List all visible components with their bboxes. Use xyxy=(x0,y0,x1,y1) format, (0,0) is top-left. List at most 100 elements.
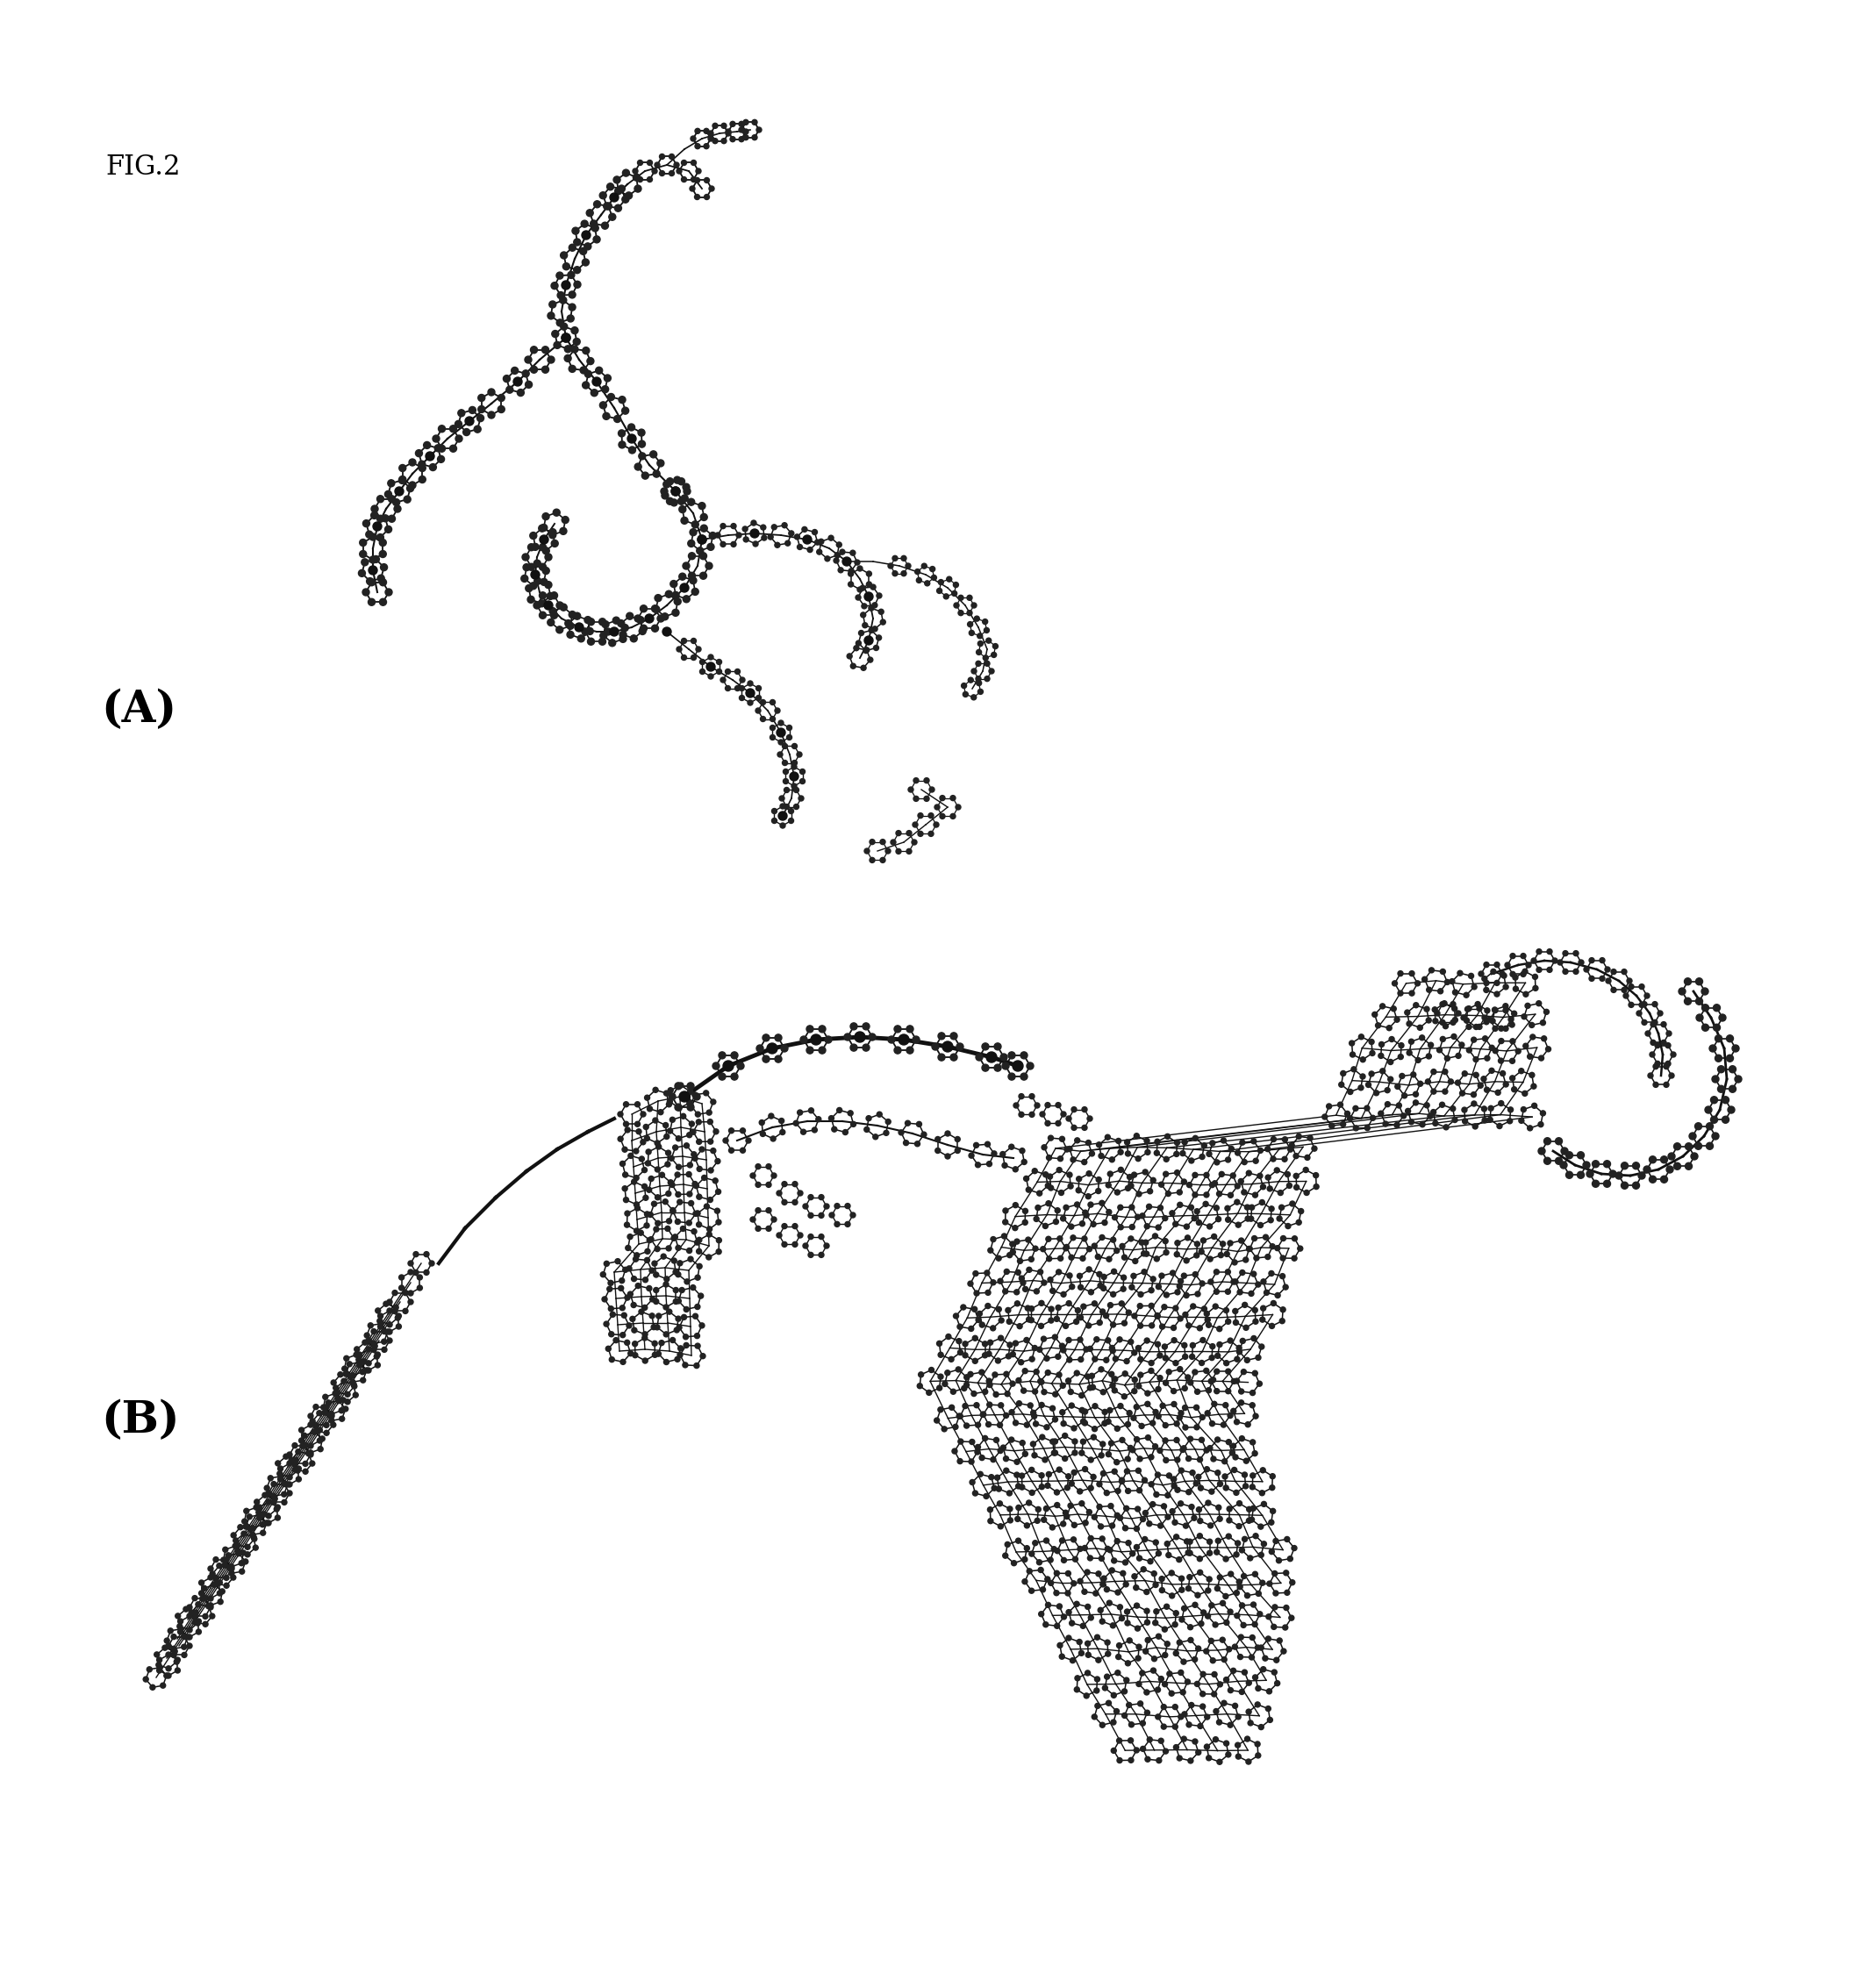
Circle shape xyxy=(829,535,833,541)
Circle shape xyxy=(409,460,416,466)
Circle shape xyxy=(1159,1403,1165,1408)
Circle shape xyxy=(1236,1345,1242,1351)
Circle shape xyxy=(1206,1387,1212,1393)
Circle shape xyxy=(1182,1139,1188,1145)
Circle shape xyxy=(638,1309,643,1313)
Circle shape xyxy=(497,394,505,402)
Circle shape xyxy=(792,1181,797,1187)
Circle shape xyxy=(1482,1036,1488,1042)
Circle shape xyxy=(1045,1183,1051,1189)
Circle shape xyxy=(831,1127,837,1131)
Circle shape xyxy=(1266,1688,1272,1694)
Circle shape xyxy=(1163,1381,1169,1385)
Circle shape xyxy=(1272,1605,1278,1611)
Circle shape xyxy=(1208,1603,1214,1609)
Circle shape xyxy=(281,1482,287,1486)
Circle shape xyxy=(1118,1224,1124,1230)
Circle shape xyxy=(178,1628,184,1634)
Circle shape xyxy=(1431,1070,1437,1074)
Circle shape xyxy=(1216,1436,1219,1442)
Circle shape xyxy=(1105,1135,1111,1139)
Circle shape xyxy=(1056,1373,1062,1377)
Circle shape xyxy=(1096,1704,1099,1708)
Circle shape xyxy=(962,691,968,697)
Circle shape xyxy=(1184,1294,1189,1298)
Circle shape xyxy=(1103,1313,1109,1319)
Circle shape xyxy=(1022,1452,1028,1456)
Circle shape xyxy=(1270,1137,1276,1141)
Circle shape xyxy=(1711,1115,1718,1123)
Circle shape xyxy=(240,1551,246,1555)
Circle shape xyxy=(1118,1302,1124,1305)
Circle shape xyxy=(328,1418,334,1422)
Circle shape xyxy=(750,1173,756,1179)
Circle shape xyxy=(1066,1302,1071,1305)
Circle shape xyxy=(1036,1508,1041,1512)
Circle shape xyxy=(996,1307,1002,1311)
Circle shape xyxy=(717,660,722,664)
Circle shape xyxy=(223,1547,229,1553)
Circle shape xyxy=(762,1056,769,1062)
Circle shape xyxy=(1388,1036,1394,1042)
Circle shape xyxy=(375,1351,381,1357)
Circle shape xyxy=(869,606,874,610)
Circle shape xyxy=(704,143,709,149)
Circle shape xyxy=(1589,977,1595,981)
Circle shape xyxy=(1206,1151,1212,1157)
Circle shape xyxy=(1004,1371,1009,1377)
Circle shape xyxy=(769,1113,773,1119)
Circle shape xyxy=(1523,1044,1529,1048)
Circle shape xyxy=(353,1393,358,1399)
Circle shape xyxy=(600,632,608,640)
Circle shape xyxy=(1144,1252,1150,1256)
Circle shape xyxy=(313,1422,319,1428)
Circle shape xyxy=(1261,1581,1264,1585)
Circle shape xyxy=(987,1422,991,1426)
Circle shape xyxy=(424,1270,430,1276)
Circle shape xyxy=(1156,1341,1161,1347)
Circle shape xyxy=(897,848,900,854)
Circle shape xyxy=(1206,1224,1212,1228)
Circle shape xyxy=(330,1381,336,1385)
Circle shape xyxy=(1204,1714,1210,1720)
Circle shape xyxy=(373,1353,379,1359)
Circle shape xyxy=(1021,1440,1024,1446)
Circle shape xyxy=(865,848,870,854)
Circle shape xyxy=(1165,1541,1171,1547)
Circle shape xyxy=(1461,1107,1467,1113)
Circle shape xyxy=(632,1353,638,1357)
Circle shape xyxy=(1561,1161,1566,1169)
Circle shape xyxy=(779,796,784,800)
Circle shape xyxy=(1283,1571,1289,1575)
Circle shape xyxy=(630,1302,636,1307)
Circle shape xyxy=(1467,1024,1471,1030)
Circle shape xyxy=(992,644,998,650)
Circle shape xyxy=(964,1375,970,1381)
Circle shape xyxy=(593,236,600,244)
Circle shape xyxy=(598,618,606,626)
Circle shape xyxy=(1208,1280,1214,1284)
Circle shape xyxy=(317,1428,323,1432)
Circle shape xyxy=(296,1466,302,1472)
Circle shape xyxy=(861,666,867,670)
Circle shape xyxy=(1384,1088,1390,1094)
Circle shape xyxy=(1283,1624,1289,1630)
Circle shape xyxy=(792,761,797,765)
Circle shape xyxy=(688,499,694,505)
Circle shape xyxy=(1105,1674,1109,1680)
Circle shape xyxy=(1219,1171,1225,1177)
Circle shape xyxy=(769,699,775,705)
Circle shape xyxy=(1238,1654,1244,1660)
Circle shape xyxy=(1236,1753,1242,1759)
Circle shape xyxy=(1006,1353,1011,1359)
Circle shape xyxy=(707,137,713,141)
Circle shape xyxy=(415,450,422,458)
Circle shape xyxy=(1077,1274,1082,1278)
Circle shape xyxy=(730,137,735,143)
Circle shape xyxy=(1225,1319,1231,1323)
Circle shape xyxy=(1452,1006,1458,1010)
Circle shape xyxy=(255,1510,261,1515)
Circle shape xyxy=(308,1422,313,1428)
Circle shape xyxy=(407,1300,413,1305)
Circle shape xyxy=(535,576,540,584)
